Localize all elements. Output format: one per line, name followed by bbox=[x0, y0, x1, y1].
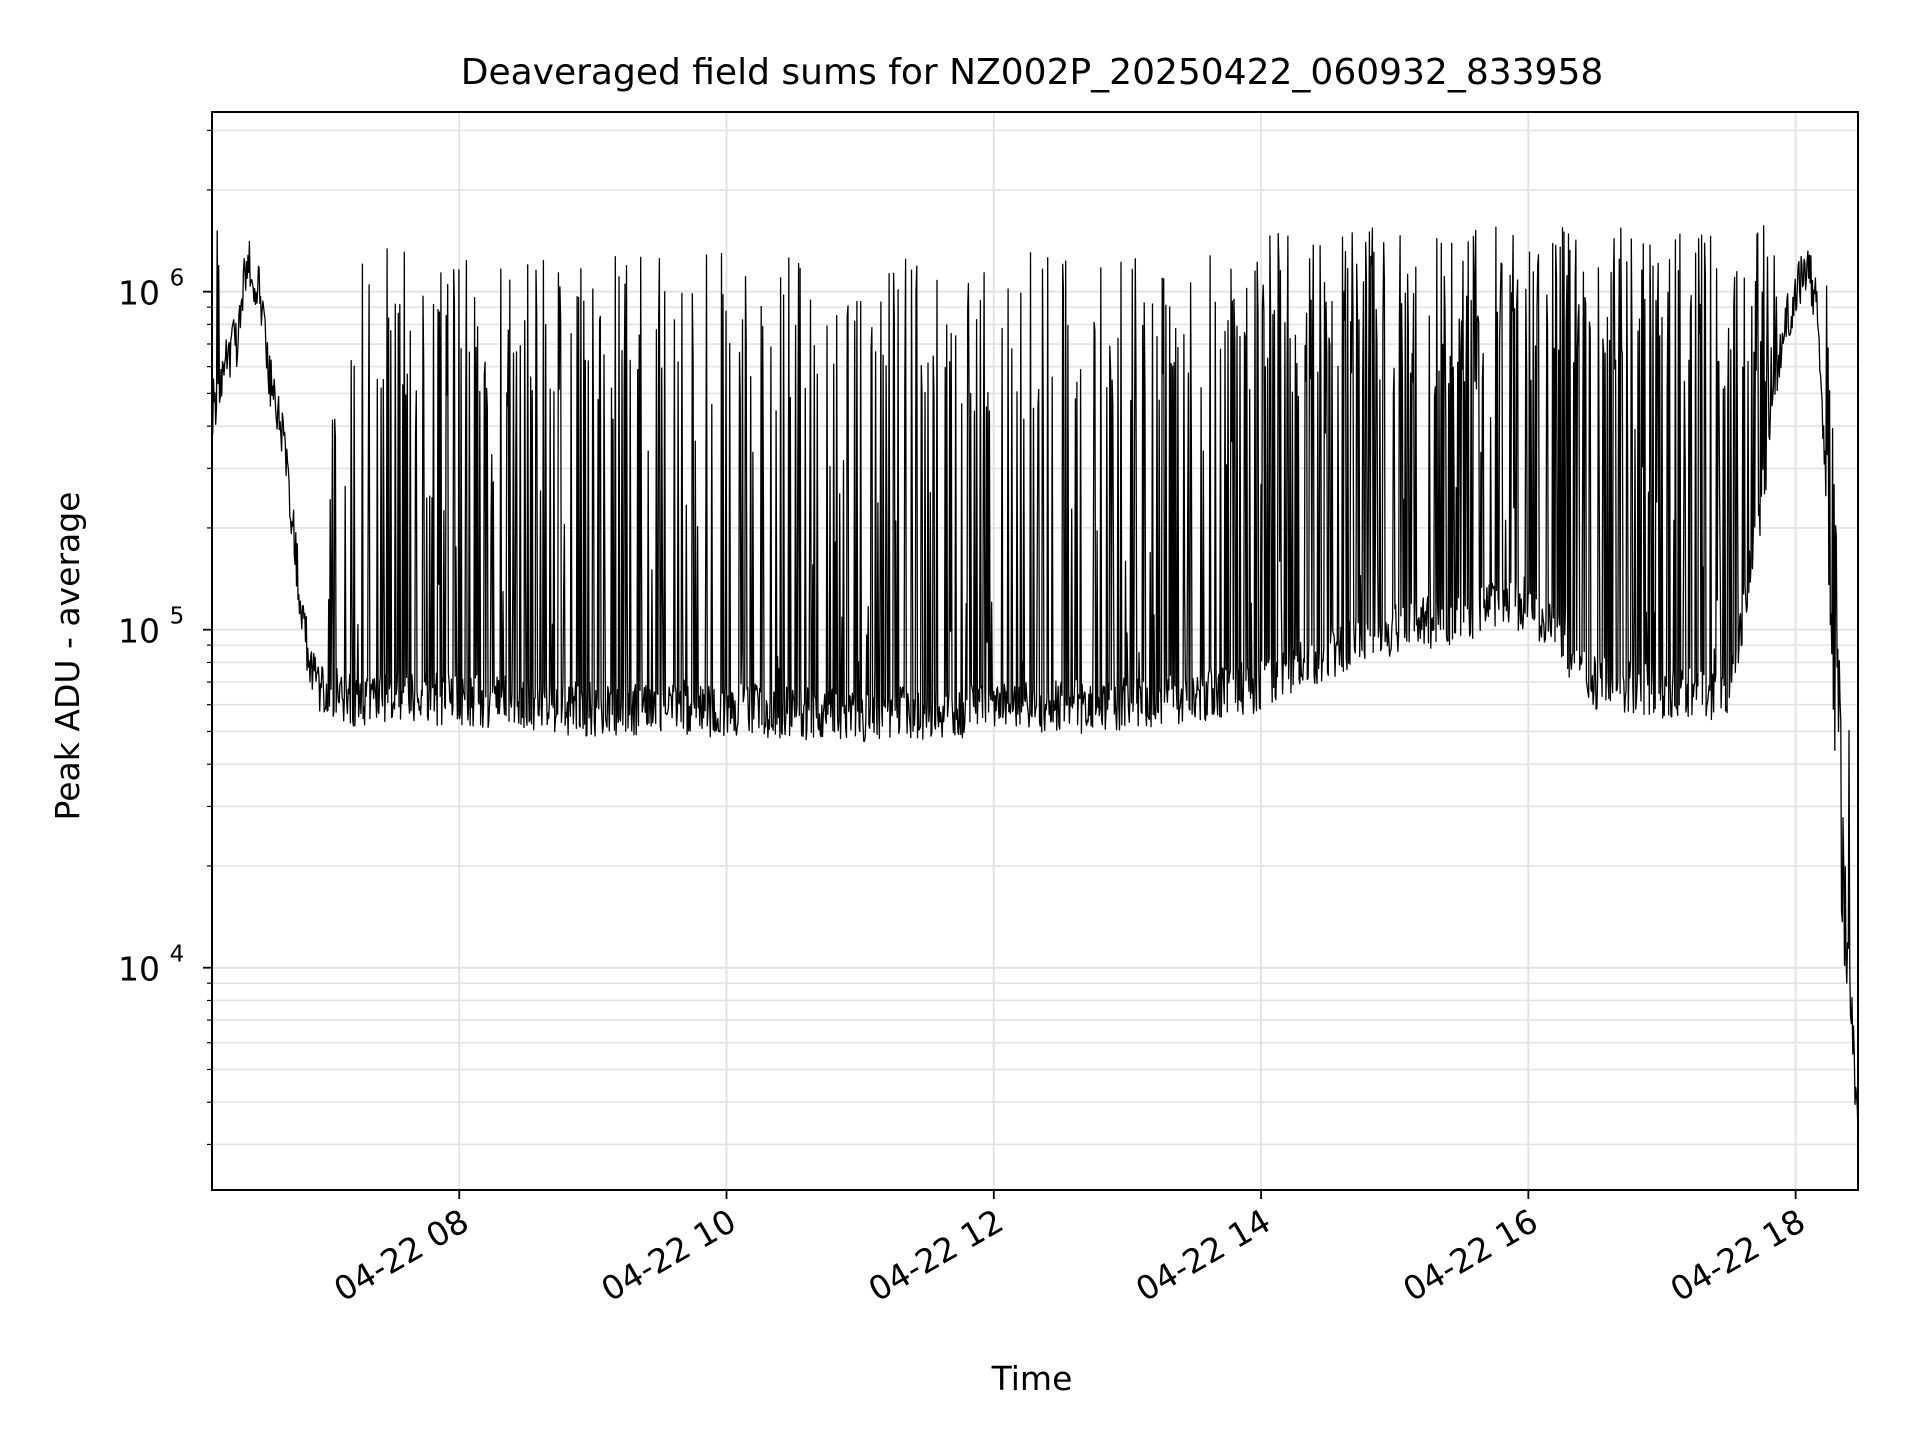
y-tick-label: 10 bbox=[118, 950, 160, 989]
y-tick-exponent: 5 bbox=[170, 604, 185, 630]
x-axis-label: Time bbox=[991, 1359, 1073, 1398]
y-tick-label: 10 bbox=[118, 274, 160, 313]
y-tick-exponent: 4 bbox=[170, 942, 185, 968]
y-axis-label: Peak ADU - average bbox=[48, 492, 87, 821]
y-tick-label: 10 bbox=[118, 612, 160, 651]
chart-title: Deaveraged field sums for NZ002P_2025042… bbox=[461, 52, 1604, 93]
y-tick-exponent: 6 bbox=[170, 266, 185, 292]
